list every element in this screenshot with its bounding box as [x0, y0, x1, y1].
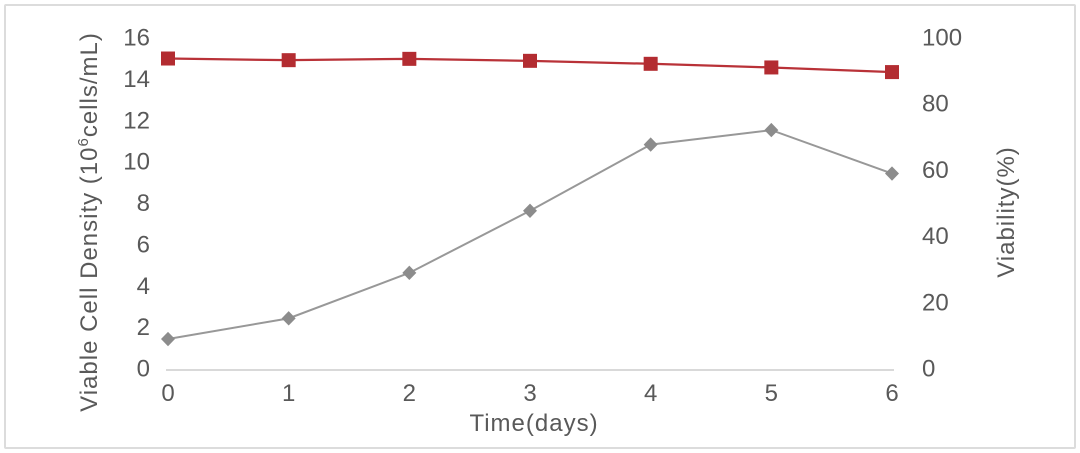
x-axis-tick-label: 5: [765, 380, 778, 407]
x-axis-tick-label: 0: [161, 380, 174, 407]
left-axis-tick-label: 4: [137, 273, 150, 300]
data-point-marker-diamond: [643, 137, 658, 152]
data-point-marker-diamond: [523, 203, 537, 218]
right-axis-tick-label: 100: [922, 25, 962, 52]
left-axis-title-prefix: Viable Cell Density (10: [76, 147, 103, 412]
x-axis-tick-label: 1: [282, 380, 295, 407]
data-point-marker-square: [643, 56, 658, 71]
x-axis-tick-label: 6: [885, 380, 898, 407]
left-axis-tick-label: 8: [137, 190, 150, 217]
x-axis-tick-label: 2: [403, 380, 416, 407]
left-axis-tick-label: 14: [123, 66, 150, 93]
left-axis-tick-label: 6: [137, 231, 150, 258]
data-point-marker-diamond: [402, 265, 417, 281]
data-point-marker-square: [764, 60, 779, 75]
right-axis-tick-label: 20: [922, 289, 949, 316]
left-axis-title-suffix: cells/mL): [76, 32, 103, 137]
data-point-marker-diamond: [161, 331, 175, 347]
series-line-diamond: [167, 129, 893, 341]
left-axis-title: Viable Cell Density (106cells/mL): [75, 32, 103, 412]
x-axis-tick-label: 3: [523, 380, 536, 407]
data-point-marker-square: [402, 51, 417, 66]
data-point-marker-diamond: [764, 122, 779, 138]
left-axis-tick-label: 2: [137, 314, 150, 341]
data-point-marker-square: [161, 51, 175, 66]
x-axis-title: Time(days): [469, 410, 598, 437]
left-axis-tick-label: 16: [123, 25, 150, 52]
right-axis-tick-label: 80: [922, 91, 949, 118]
left-axis-tick-label: 0: [137, 356, 150, 383]
data-point-marker-square: [281, 53, 296, 68]
left-axis-title-superscript: 6: [75, 137, 92, 146]
left-axis-tick-label: 12: [123, 107, 150, 134]
data-point-marker-diamond: [885, 166, 899, 181]
left-axis-tick-label: 10: [123, 149, 150, 176]
data-point-marker-diamond: [281, 311, 296, 326]
data-point-marker-square: [885, 65, 899, 80]
data-point-marker-square: [523, 53, 537, 68]
right-axis-tick-label: 40: [922, 223, 949, 250]
x-axis-tick-label: 4: [644, 380, 657, 407]
right-axis-title: Viability(%): [993, 146, 1020, 278]
right-axis-tick-label: 60: [922, 157, 949, 184]
right-axis-tick-label: 0: [922, 356, 935, 383]
